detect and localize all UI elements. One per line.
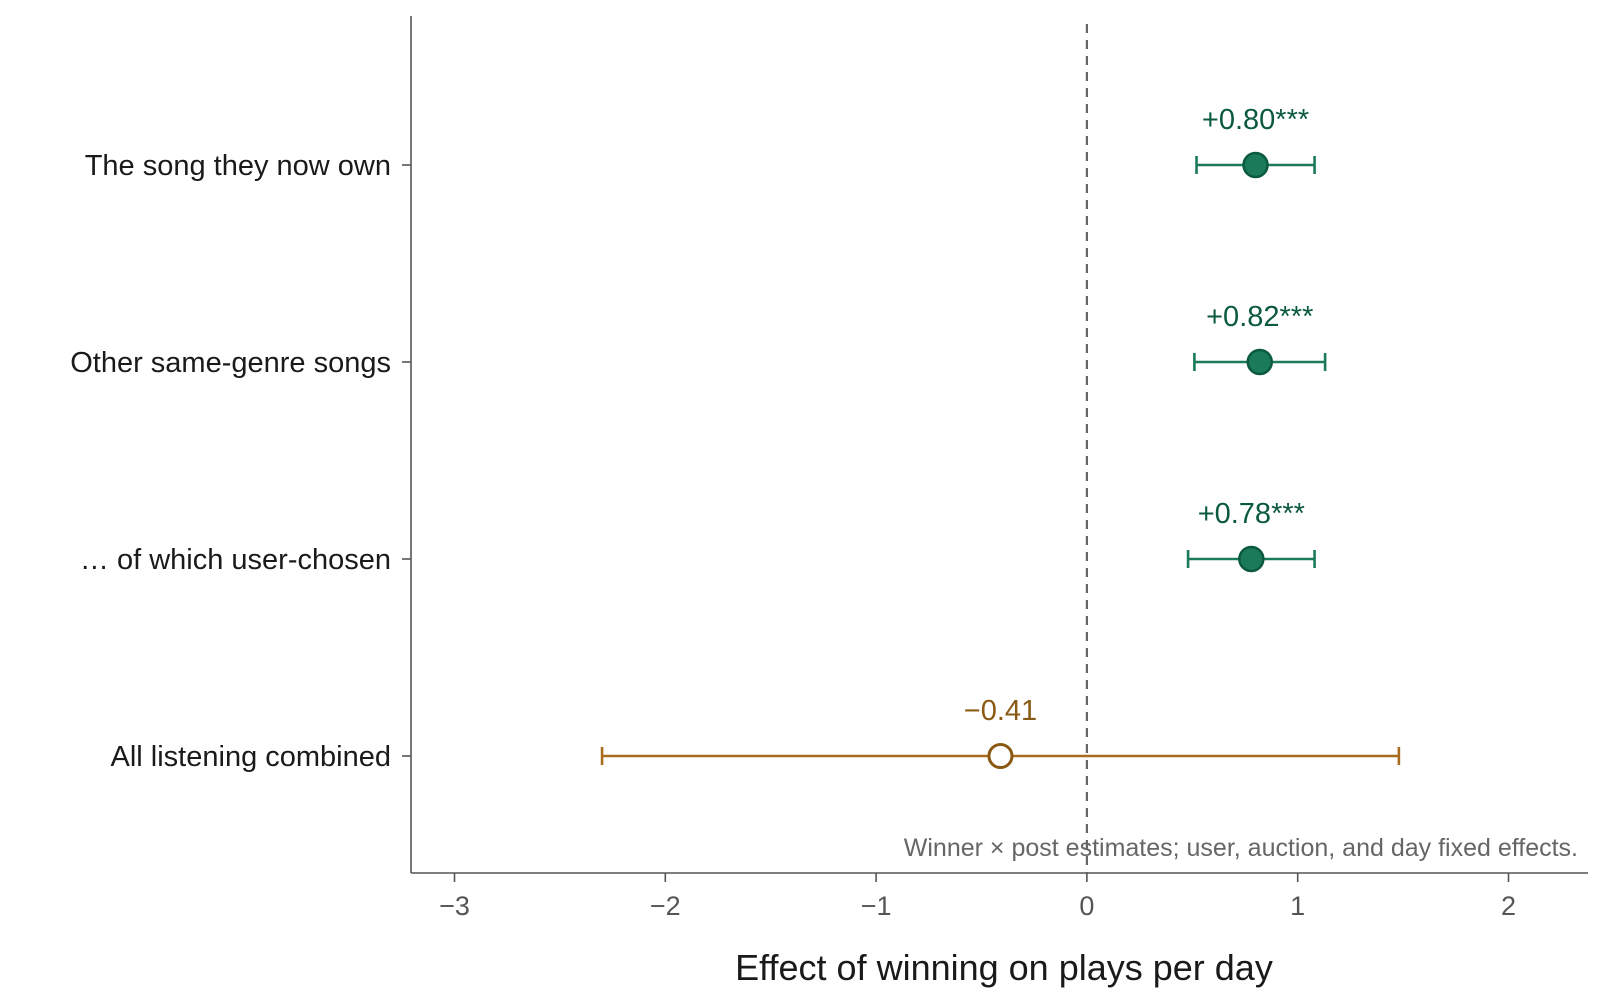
marks-layer: +0.80*** +0.82*** +0.78*** −0.41 (600, 104, 1401, 769)
x-tick-label: 1 (1290, 891, 1305, 921)
x-tick-label: 0 (1079, 891, 1094, 921)
x-tick-label: −1 (861, 891, 892, 921)
value-annotation: −0.41 (964, 695, 1037, 727)
point-estimate (1238, 545, 1265, 573)
x-tick-label: −3 (439, 891, 470, 921)
category-label: All listening combined (111, 741, 391, 773)
point-estimate (1242, 151, 1269, 179)
x-tick-label: −2 (650, 891, 681, 921)
value-annotation: +0.78*** (1198, 498, 1305, 530)
x-tick-label: 2 (1501, 891, 1516, 921)
category-label: Other same-genre songs (70, 347, 391, 379)
axes-layer: −3 −2 −1 0 1 2 The song they now own Other same… (70, 16, 1588, 921)
value-annotation: +0.80*** (1202, 104, 1309, 136)
category-label: … of which user-chosen (80, 544, 391, 576)
point-estimate (987, 743, 1014, 769)
x-axis-title: Effect of winning on plays per day (735, 947, 1273, 988)
point-estimate (1246, 348, 1274, 376)
category-label: The song they now own (85, 150, 391, 182)
value-annotation: +0.82*** (1206, 301, 1313, 333)
footnote: Winner × post estimates; user, auction, … (904, 834, 1578, 862)
